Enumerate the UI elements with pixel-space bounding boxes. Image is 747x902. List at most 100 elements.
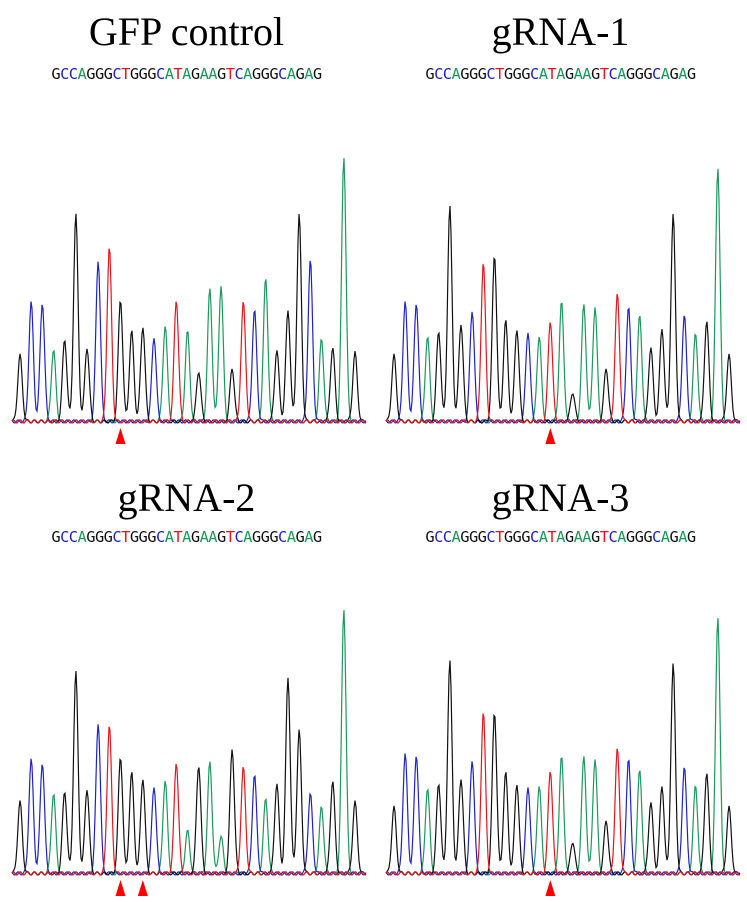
base-letter: G [591, 528, 600, 546]
base-letter: C [652, 65, 661, 83]
base-letter: A [164, 528, 174, 546]
panel-title: gRNA-1 [491, 9, 630, 54]
base-letter: A [617, 528, 626, 546]
panel-grna-2: gRNA-2 GCCAGGGCTGGGCATAGAAGTCAGGGCAGAG [0, 452, 373, 902]
base-letter: C [486, 528, 496, 546]
base-letter: G [643, 65, 653, 83]
base-letter: A [451, 65, 461, 83]
base-letter: C [434, 528, 443, 546]
base-letter: G [295, 528, 305, 546]
base-letter: C [278, 65, 287, 83]
base-letter: A [77, 528, 87, 546]
trace-T [11, 248, 367, 424]
base-letter: G [138, 528, 148, 546]
trace-C [385, 301, 741, 424]
base-letter: G [425, 528, 435, 546]
base-letter: G [217, 65, 226, 83]
base-letter: A [199, 528, 209, 546]
base-letter: G [190, 65, 200, 83]
base-letter: T [173, 528, 183, 546]
mutation-arrow [137, 880, 148, 896]
base-letter: C [60, 528, 69, 546]
sequence-label: GCCAGGGCTGGGCATAGAAGTCAGGGCAGAG [0, 65, 373, 83]
base-letter: T [225, 65, 235, 83]
base-letter: G [86, 528, 95, 546]
chromatogram [385, 168, 741, 444]
base-letter: A [451, 528, 461, 546]
base-letter: T [495, 528, 504, 546]
base-letter: A [208, 528, 218, 546]
trace-A [385, 168, 741, 424]
base-letter: G [129, 65, 139, 83]
base-letter: G [477, 65, 487, 83]
base-letter: C [608, 528, 618, 546]
base-letter: G [686, 65, 696, 83]
base-letter: A [538, 65, 548, 83]
base-letter: C [278, 528, 287, 546]
base-letter: A [660, 65, 670, 83]
base-letter: A [304, 65, 313, 83]
sequence-label: GCCAGGGCTGGGCATAGAAGTCAGGGCAGAG [374, 65, 747, 83]
base-letter: A [304, 528, 313, 546]
base-letter: C [234, 528, 244, 546]
base-letter: C [112, 65, 122, 83]
base-letter: G [503, 65, 513, 83]
base-letter: A [538, 528, 548, 546]
base-letter: G [103, 65, 113, 83]
base-letter: G [503, 528, 513, 546]
chromatogram [11, 610, 367, 896]
base-letter: A [243, 65, 252, 83]
base-letter: C [442, 528, 452, 546]
base-letter: G [460, 528, 469, 546]
base-letter: A [617, 65, 626, 83]
base-letter: C [155, 528, 165, 546]
base-letter: G [477, 528, 487, 546]
base-letter: C [608, 65, 618, 83]
trace-C [11, 724, 367, 876]
base-letter: G [94, 528, 104, 546]
base-letter: G [625, 65, 635, 83]
base-letter: A [182, 65, 191, 83]
base-letter: G [51, 65, 61, 83]
panel-title: GFP control [88, 9, 285, 54]
sequence-label: GCCAGGGCTGGGCATAGAAGTCAGGGCAGAG [374, 528, 747, 546]
base-letter: G [669, 65, 679, 83]
base-letter: A [678, 65, 687, 83]
base-letter: G [669, 528, 679, 546]
base-letter: G [686, 528, 696, 546]
base-letter: C [234, 65, 244, 83]
base-letter: A [77, 65, 87, 83]
base-letter: G [312, 65, 322, 83]
base-letter: C [68, 528, 78, 546]
base-letter: T [599, 528, 609, 546]
base-letter: G [129, 528, 139, 546]
trace-T [385, 713, 741, 876]
base-letter: G [269, 528, 279, 546]
base-letter: A [199, 65, 209, 83]
mutation-arrow [545, 880, 556, 896]
base-letter: G [512, 528, 522, 546]
base-letter: A [286, 528, 296, 546]
base-letter: G [260, 528, 270, 546]
base-letter: A [660, 528, 670, 546]
trace-T [11, 726, 367, 876]
base-letter: G [521, 65, 530, 83]
base-letter: G [564, 65, 574, 83]
base-letter: G [634, 528, 644, 546]
base-letter: T [599, 65, 609, 83]
base-letter: A [208, 65, 218, 83]
chromatogram [385, 618, 741, 896]
base-letter: A [556, 65, 565, 83]
base-letter: T [547, 528, 557, 546]
base-letter: C [529, 528, 539, 546]
base-letter: A [243, 528, 252, 546]
base-letter: C [486, 65, 496, 83]
base-letter: G [312, 528, 322, 546]
base-letter: C [60, 65, 69, 83]
base-letter: T [173, 65, 183, 83]
base-letter: T [121, 528, 130, 546]
chromatogram [11, 158, 367, 444]
base-letter: T [547, 65, 557, 83]
base-letter: G [512, 65, 522, 83]
base-letter: G [217, 528, 226, 546]
